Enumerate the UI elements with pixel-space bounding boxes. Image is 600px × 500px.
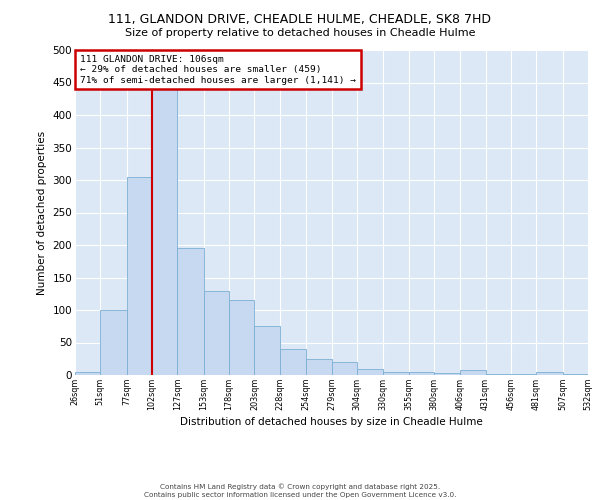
Bar [254, 326, 280, 375]
Bar [100, 310, 127, 375]
X-axis label: Distribution of detached houses by size in Cheadle Hulme: Distribution of detached houses by size … [180, 418, 483, 428]
Text: 111, GLANDON DRIVE, CHEADLE HULME, CHEADLE, SK8 7HD: 111, GLANDON DRIVE, CHEADLE HULME, CHEAD… [109, 12, 491, 26]
Bar [409, 372, 434, 375]
Y-axis label: Number of detached properties: Number of detached properties [37, 130, 47, 294]
Text: Contains HM Land Registry data © Crown copyright and database right 2025.
Contai: Contains HM Land Registry data © Crown c… [144, 483, 456, 498]
Bar [511, 374, 536, 375]
Bar [383, 372, 409, 375]
Bar [306, 359, 331, 375]
Bar [460, 370, 485, 375]
Bar [204, 290, 229, 375]
Bar [485, 374, 511, 375]
Bar [152, 76, 178, 375]
Bar [229, 300, 254, 375]
Bar [536, 372, 563, 375]
Text: Size of property relative to detached houses in Cheadle Hulme: Size of property relative to detached ho… [125, 28, 475, 38]
Bar [178, 248, 204, 375]
Bar [434, 373, 460, 375]
Bar [75, 372, 100, 375]
Bar [563, 374, 588, 375]
Bar [357, 368, 383, 375]
Bar [331, 362, 357, 375]
Bar [280, 349, 306, 375]
Bar [127, 177, 152, 375]
Text: 111 GLANDON DRIVE: 106sqm
← 29% of detached houses are smaller (459)
71% of semi: 111 GLANDON DRIVE: 106sqm ← 29% of detac… [80, 55, 356, 84]
